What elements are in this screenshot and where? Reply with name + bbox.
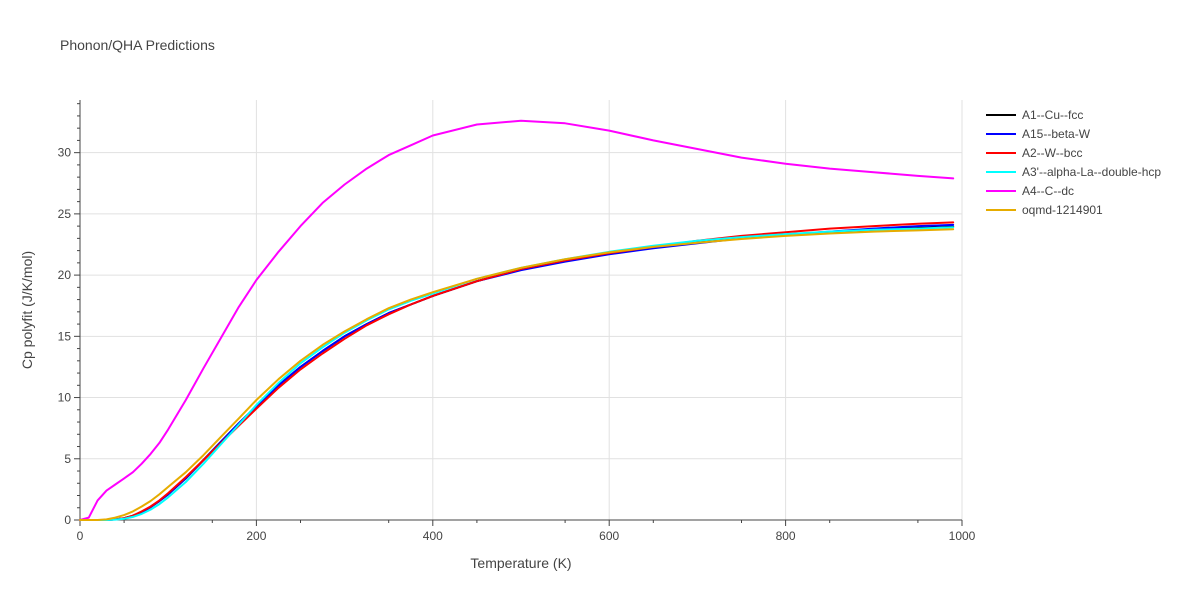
x-tick-label: 600: [599, 529, 619, 543]
legend-label: A3'--alpha-La--double-hcp: [1022, 165, 1161, 179]
x-tick-label: 200: [246, 529, 266, 543]
series-line-4[interactable]: [79, 119, 955, 521]
legend-item[interactable]: A3'--alpha-La--double-hcp: [986, 165, 1161, 179]
legend-item[interactable]: A15--beta-W: [986, 127, 1091, 141]
legend-item[interactable]: A2--W--bcc: [986, 146, 1082, 160]
x-tick-label: 0: [77, 529, 84, 543]
x-tick-label: 800: [776, 529, 796, 543]
y-tick-label: 5: [64, 452, 71, 466]
legend-label: oqmd-1214901: [1022, 203, 1103, 217]
legend-item[interactable]: A4--C--dc: [986, 184, 1074, 198]
x-tick-label: 400: [423, 529, 443, 543]
legend-label: A2--W--bcc: [1022, 146, 1082, 160]
y-tick-label: 25: [58, 207, 72, 221]
legend-label: A1--Cu--fcc: [1022, 108, 1083, 122]
series-line-5[interactable]: [79, 228, 955, 521]
y-tick-label: 0: [64, 513, 71, 527]
legend: A1--Cu--fcc A15--beta-W A2--W--bcc A3'--alp…: [986, 108, 1161, 217]
legend-label: A4--C--dc: [1022, 184, 1074, 198]
series-line-2[interactable]: [79, 221, 955, 521]
y-axis-title: Cp polyfit (J/K/mol): [19, 251, 35, 369]
chart-title: Phonon/QHA Predictions: [60, 37, 215, 53]
series-layer: [79, 119, 955, 521]
y-tick-label: 15: [58, 329, 72, 343]
x-axis-title: Temperature (K): [470, 555, 571, 571]
grid-layer: [80, 100, 963, 520]
legend-item[interactable]: oqmd-1214901: [986, 203, 1103, 217]
x-tick-label: 1000: [949, 529, 976, 543]
legend-item[interactable]: A1--Cu--fcc: [986, 108, 1083, 122]
series-line-3[interactable]: [79, 226, 955, 521]
y-tick-label: 30: [58, 146, 72, 160]
legend-label: A15--beta-W: [1022, 127, 1091, 141]
axis-layer: 0 200 400 600 800 1000 0 5 10 15 20 25 30: [58, 100, 976, 543]
y-tick-label: 20: [58, 268, 72, 282]
y-tick-label: 10: [58, 391, 72, 405]
